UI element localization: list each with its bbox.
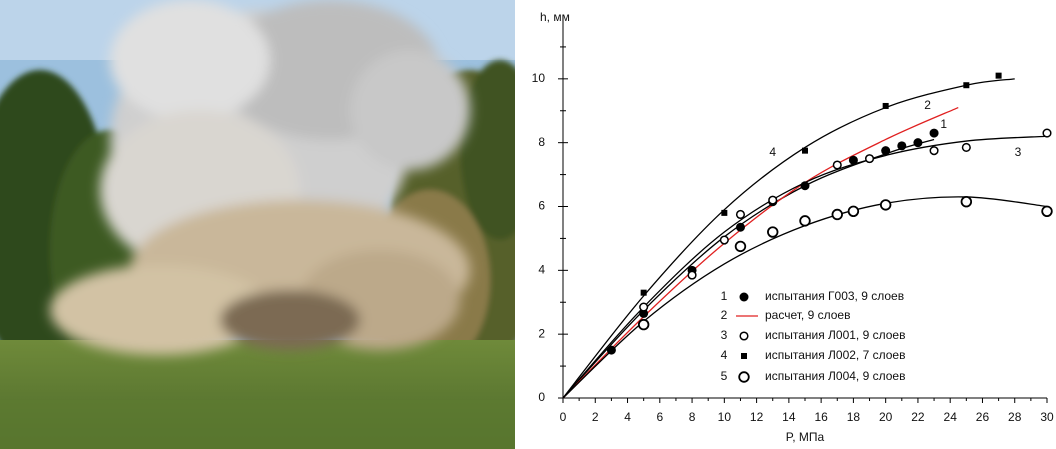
x-tick-label: 0: [560, 410, 567, 424]
page: h, мм P, МПа 024681012141618202224262830…: [0, 0, 1056, 449]
x-tick-label: 26: [976, 410, 990, 424]
x-tick-label: 10: [718, 410, 732, 424]
legend-number: 1: [721, 289, 728, 303]
point: [963, 82, 969, 88]
point: [930, 129, 939, 138]
legend-label: испытания Л001, 9 слоев: [765, 328, 905, 342]
point: [736, 223, 745, 232]
x-tick-label: 18: [847, 410, 861, 424]
x-tick-label: 22: [911, 410, 925, 424]
legend-swatch: [741, 353, 747, 359]
point: [721, 210, 727, 216]
point: [639, 320, 649, 330]
point: [849, 156, 858, 165]
point: [996, 73, 1002, 79]
point: [881, 146, 890, 155]
y-tick-label: 0: [538, 390, 545, 404]
x-tick-label: 14: [782, 410, 796, 424]
y-tick-label: 8: [538, 135, 545, 149]
legend-swatch: [740, 293, 749, 302]
x-tick-label: 4: [624, 410, 631, 424]
point: [883, 103, 889, 109]
x-tick-label: 6: [656, 410, 663, 424]
point: [768, 227, 778, 237]
point: [641, 290, 647, 296]
curve-number: 1: [940, 117, 947, 131]
y-tick-label: 2: [538, 326, 545, 340]
point: [881, 200, 891, 210]
point: [962, 197, 972, 207]
point: [736, 242, 746, 252]
legend-swatch: [740, 332, 748, 340]
curve-number: 2: [924, 98, 931, 112]
legend-label: расчет, 9 слоев: [765, 308, 850, 322]
legend-number: 3: [721, 328, 728, 342]
point: [607, 346, 616, 355]
point: [930, 147, 938, 155]
legend-label: испытания Г003, 9 слоев: [765, 289, 904, 303]
y-tick-label: 6: [538, 199, 545, 213]
point: [1043, 129, 1051, 137]
point: [640, 303, 648, 311]
legend-label: испытания Л004, 9 слоев: [765, 369, 905, 383]
x-tick-label: 24: [944, 410, 958, 424]
x-tick-label: 12: [750, 410, 764, 424]
point: [913, 138, 922, 147]
curve-number: 3: [1015, 145, 1022, 159]
point: [737, 211, 745, 219]
point: [832, 210, 842, 220]
point: [866, 155, 874, 163]
y-tick-label: 4: [538, 263, 545, 277]
x-tick-label: 30: [1040, 410, 1054, 424]
legend-swatch: [739, 372, 749, 382]
point: [833, 161, 841, 169]
point: [721, 236, 729, 244]
point: [801, 181, 810, 190]
y-tick-label: 10: [532, 71, 546, 85]
legend-number: 4: [721, 348, 728, 362]
point: [769, 196, 777, 204]
x-tick-label: 16: [814, 410, 828, 424]
point: [1042, 206, 1052, 216]
x-axis-label: P, МПа: [786, 430, 825, 444]
point: [897, 141, 906, 150]
x-tick-label: 8: [689, 410, 696, 424]
y-axis-label: h, мм: [540, 10, 570, 24]
point: [802, 148, 808, 154]
point: [963, 144, 971, 152]
x-tick-label: 28: [1008, 410, 1022, 424]
legend-label: испытания Л002, 7 слоев: [765, 348, 905, 362]
curve-number: 4: [769, 145, 776, 159]
legend: 1 испытания Г003, 9 слоев 2 расчет, 9 слоев…: [721, 289, 906, 383]
photo: [0, 0, 550, 449]
point: [849, 206, 859, 216]
legend-number: 2: [721, 308, 728, 322]
point: [800, 216, 810, 226]
legend-number: 5: [721, 369, 728, 383]
point: [688, 271, 696, 279]
x-tick-label: 2: [592, 410, 599, 424]
x-tick-label: 20: [879, 410, 893, 424]
